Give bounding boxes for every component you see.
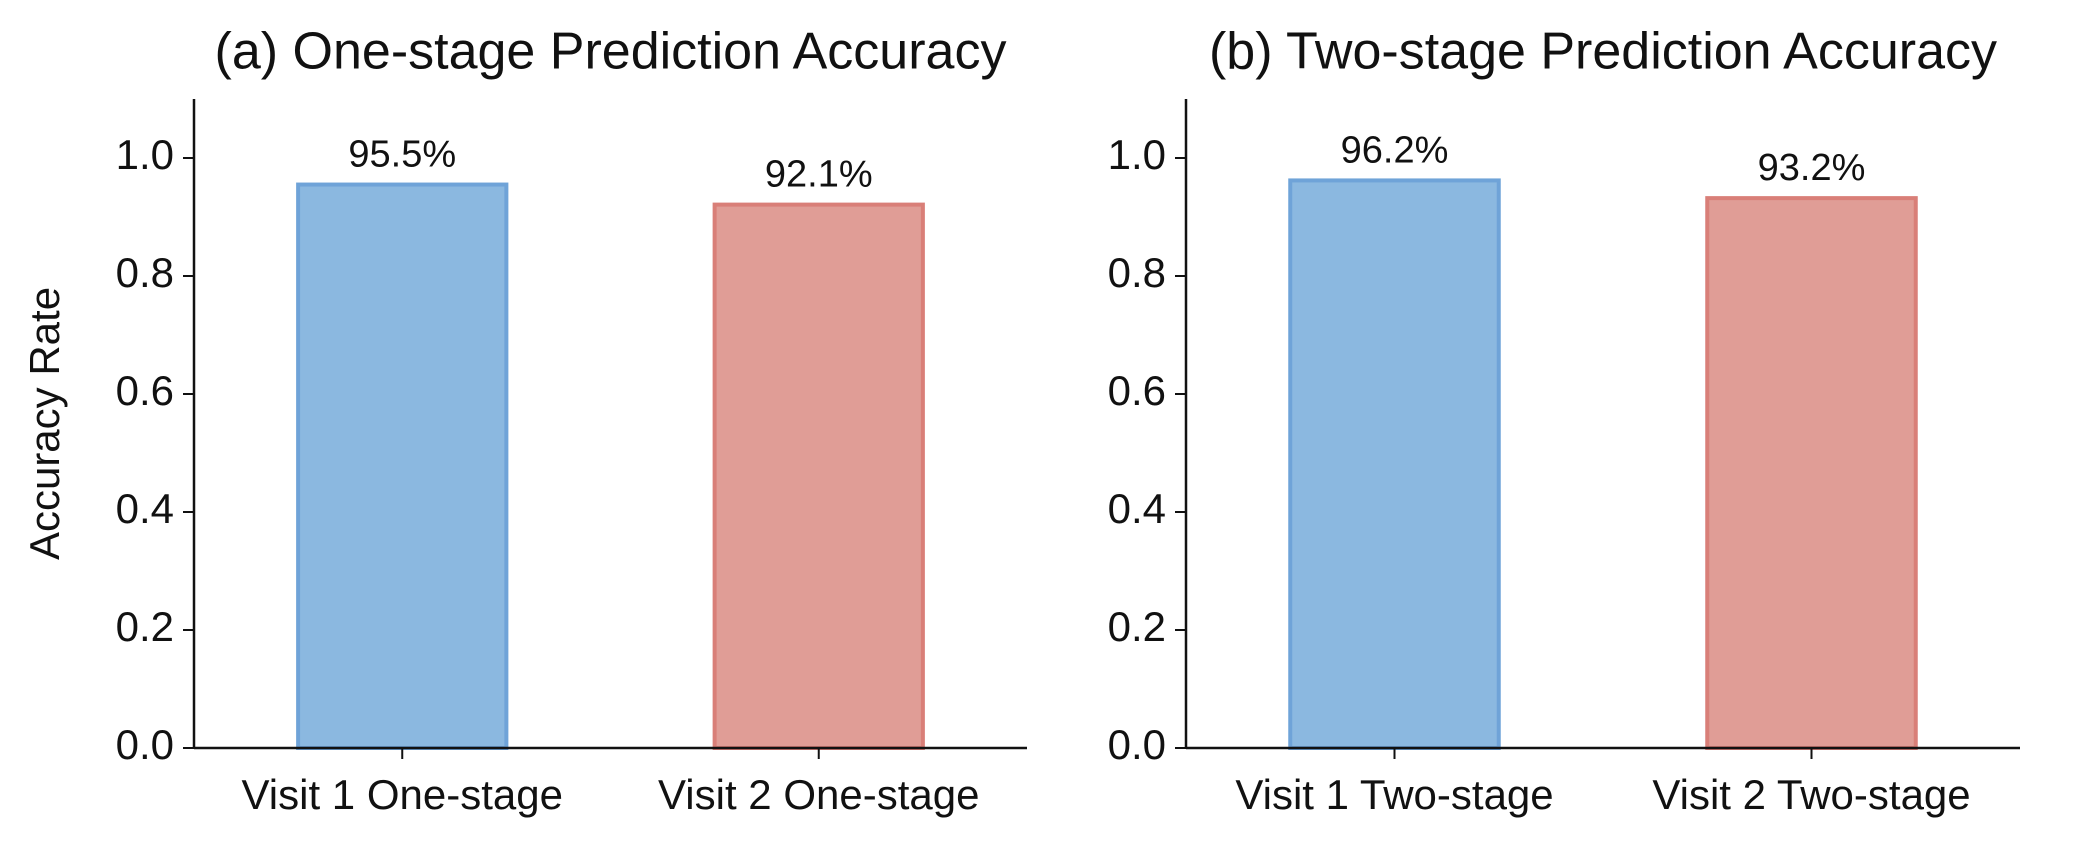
bar xyxy=(1288,178,1501,751)
y-tick-label: 0.8 xyxy=(1108,249,1166,296)
bar xyxy=(296,182,509,751)
y-tick-label: 0.8 xyxy=(116,249,174,296)
x-tick-label: Visit 1 Two-stage xyxy=(1235,771,1553,818)
value-label: 92.1% xyxy=(765,154,873,196)
y-tick-label: 0.2 xyxy=(1108,603,1166,650)
y-tick-label: 0.6 xyxy=(116,367,174,414)
x-tick-label: Visit 2 Two-stage xyxy=(1652,771,1970,818)
y-tick-label: 1.0 xyxy=(1108,131,1166,178)
value-label: 93.2% xyxy=(1758,147,1866,189)
chart-title: (a) One-stage Prediction Accuracy xyxy=(215,23,1007,81)
y-tick-label: 0.0 xyxy=(1108,721,1166,768)
value-label: 95.5% xyxy=(348,134,456,176)
value-label: 96.2% xyxy=(1341,129,1449,171)
y-axis-label: Accuracy Rate xyxy=(21,287,68,560)
y-tick-label: 0.2 xyxy=(116,603,174,650)
y-tick-label: 0.0 xyxy=(116,721,174,768)
y-tick-label: 0.6 xyxy=(1108,367,1166,414)
x-tick-label: Visit 2 One-stage xyxy=(658,771,979,818)
bar xyxy=(712,202,925,751)
y-tick-label: 1.0 xyxy=(116,131,174,178)
chart-title: (b) Two-stage Prediction Accuracy xyxy=(1209,23,1997,81)
y-tick-label: 0.4 xyxy=(1108,485,1166,532)
bar xyxy=(1705,196,1918,750)
x-tick-label: Visit 1 One-stage xyxy=(242,771,563,818)
y-tick-label: 0.4 xyxy=(116,485,174,532)
